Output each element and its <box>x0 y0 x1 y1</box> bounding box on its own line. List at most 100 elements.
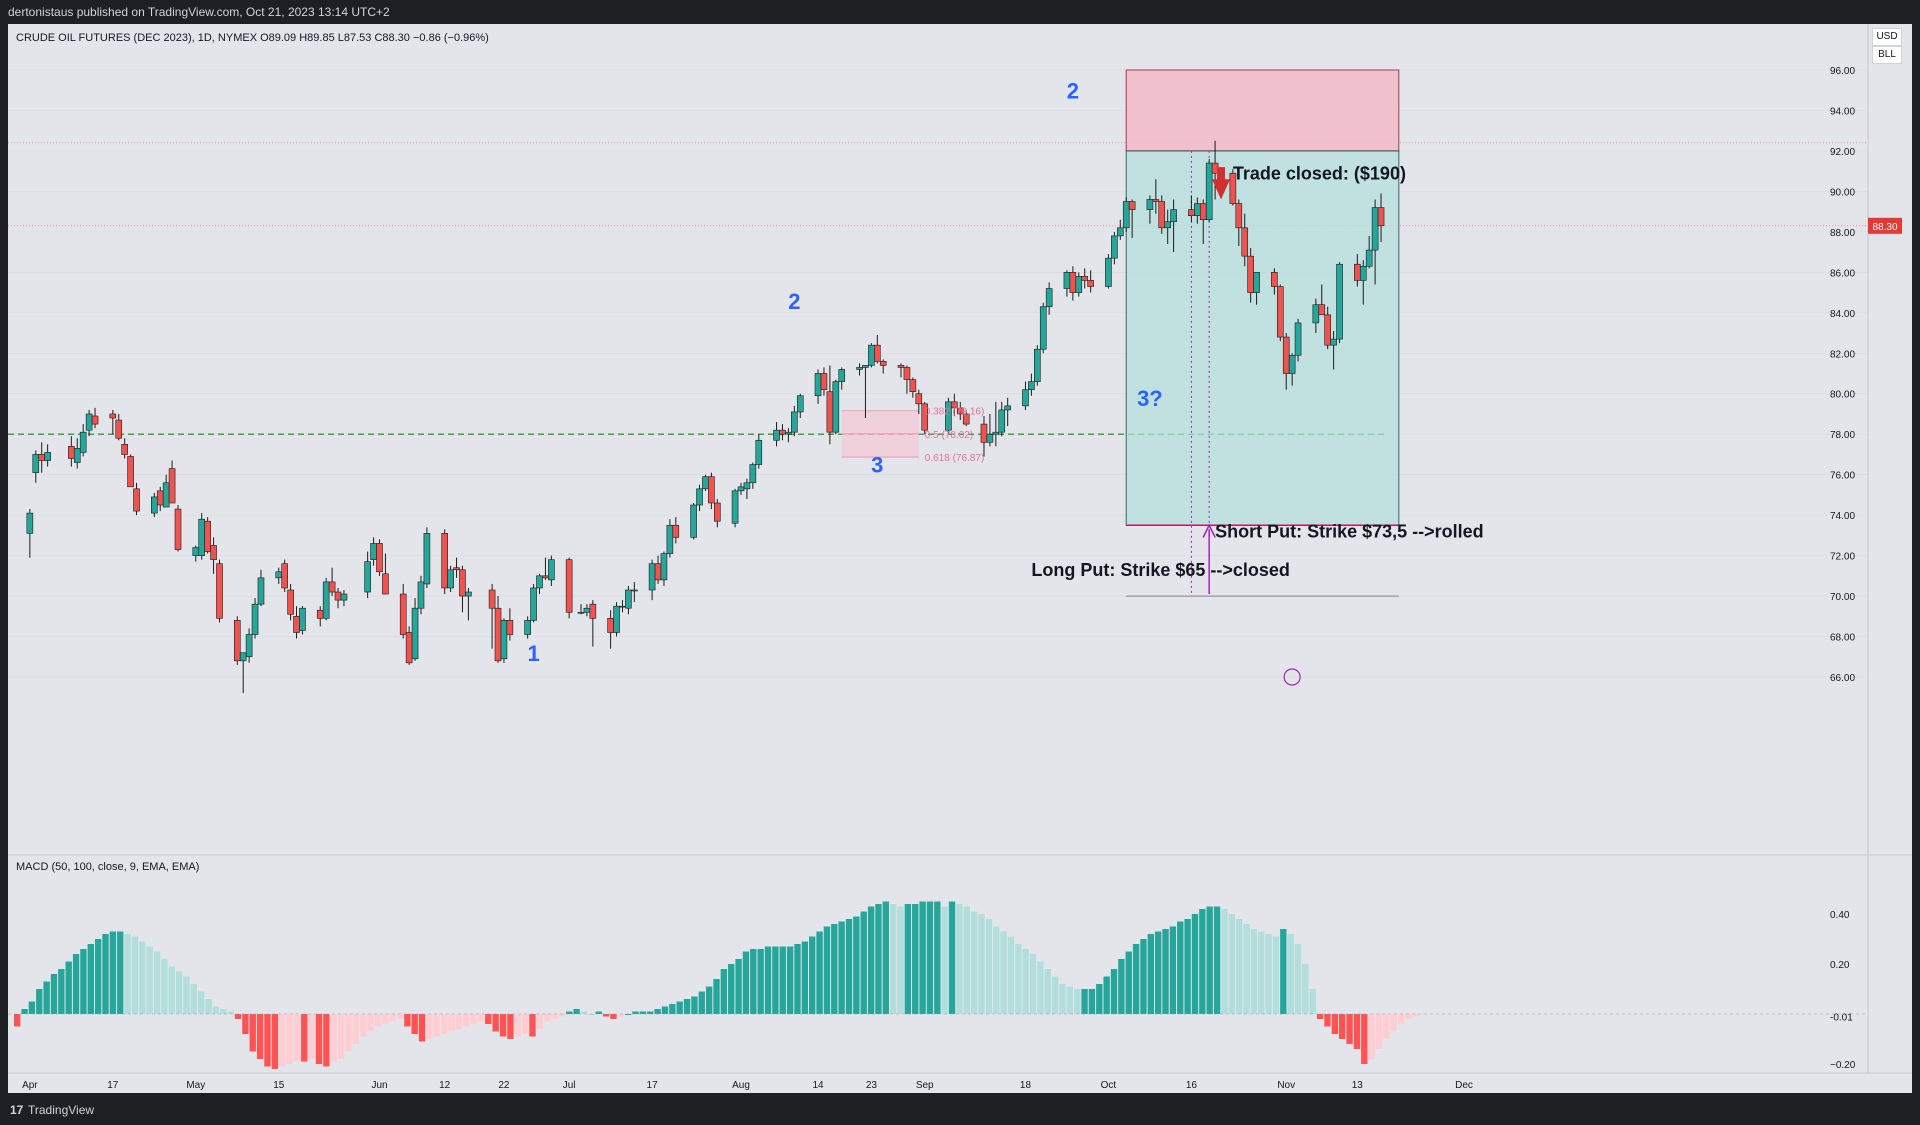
candle-body <box>1359 265 1367 281</box>
macd-histogram-bar <box>264 1014 271 1067</box>
macd-histogram-bar <box>897 906 904 1014</box>
macd-histogram-bar <box>330 1014 337 1062</box>
macd-histogram-bar <box>1272 936 1280 1014</box>
fib-level-label: 0.382 (79.16) <box>925 407 985 418</box>
candle-body <box>921 403 929 431</box>
price-tick-label: 84.00 <box>1830 309 1855 320</box>
macd-histogram-bar <box>632 1011 639 1014</box>
unit-text: BLL <box>1878 49 1896 60</box>
candle-body <box>548 559 555 581</box>
roll-arrow-head <box>1202 523 1216 538</box>
macd-histogram-bar <box>94 939 102 1014</box>
candle-body <box>696 488 703 506</box>
candle-body <box>162 482 170 508</box>
candle-body <box>915 393 923 405</box>
candle-body <box>708 476 715 504</box>
candle-body <box>1194 203 1201 216</box>
macd-histogram-bar <box>558 1014 566 1017</box>
candle-body <box>1205 162 1213 221</box>
wave-label: 3? <box>1137 386 1163 411</box>
macd-histogram-bar <box>1184 919 1191 1014</box>
candle-body <box>631 589 638 592</box>
macd-histogram-bar <box>985 919 993 1014</box>
candle-body <box>1294 322 1302 356</box>
candle-body <box>376 543 383 573</box>
macd-histogram-bar <box>124 934 131 1014</box>
candle-body <box>1022 389 1029 407</box>
macd-histogram-bar <box>418 1014 426 1042</box>
macd-histogram-bar <box>1074 989 1081 1014</box>
macd-histogram-bar <box>1243 924 1250 1014</box>
candle-body <box>791 411 798 433</box>
macd-histogram-bar <box>529 1014 536 1037</box>
candle-body <box>951 401 958 409</box>
macd-histogram-bar <box>978 914 985 1014</box>
publisher-text: dertonistaus published on TradingView.co… <box>8 5 390 19</box>
candle-body <box>1028 381 1035 390</box>
candle-body <box>405 632 413 664</box>
macd-histogram-bar <box>1405 1014 1412 1019</box>
candle-body <box>44 452 51 461</box>
unit-badge[interactable]: BLL <box>1872 46 1902 64</box>
candle-body <box>874 344 881 362</box>
candle-body <box>192 547 200 556</box>
macd-histogram-bar <box>220 1009 227 1014</box>
fib-level-label: 0.618 (76.87) <box>925 453 985 464</box>
macd-histogram-bar <box>963 906 970 1014</box>
macd-histogram-bar <box>669 1004 676 1014</box>
candle-body <box>447 569 454 589</box>
macd-histogram-bar <box>705 986 713 1014</box>
candle-body <box>962 413 970 425</box>
candle-body <box>506 620 514 635</box>
candlestick-chart[interactable]: 0.382 (79.16)0.5 (78.02)0.618 (76.87)123… <box>8 24 1912 1093</box>
macd-histogram-bar <box>463 1014 470 1027</box>
macd-histogram-bar <box>809 936 816 1014</box>
price-tick-label: 66.00 <box>1830 673 1855 684</box>
chart-area[interactable]: 0.382 (79.16) 0.5 (78.02) 0.618 (76.87) 1 2 3… <box>8 24 1912 1093</box>
macd-histogram-bar <box>904 904 912 1014</box>
macd-histogram-bar <box>205 999 212 1014</box>
candle-body <box>589 603 597 619</box>
macd-histogram-bar <box>1051 976 1059 1014</box>
candle-body <box>879 361 887 366</box>
macd-histogram-bar <box>1169 926 1177 1014</box>
macd-histogram-bar <box>1302 964 1309 1014</box>
macd-histogram-bar <box>168 966 175 1014</box>
candle-body <box>459 569 466 597</box>
price-tick-label: 96.00 <box>1830 66 1855 77</box>
candle-body <box>737 486 745 492</box>
alert-icon <box>1283 668 1301 686</box>
macd-histogram-bar <box>492 1014 499 1032</box>
price-tick-label: 72.00 <box>1830 552 1855 563</box>
short-put-label: Short Put: Strike $73,5 -->rolled <box>1215 521 1484 541</box>
macd-histogram-bar <box>499 1014 507 1037</box>
macd-histogram-bar <box>1383 1014 1390 1039</box>
candle-body <box>251 603 259 635</box>
macd-histogram-bar <box>735 959 742 1014</box>
macd-histogram-bar <box>1177 921 1184 1014</box>
candle-body <box>773 429 780 441</box>
macd-histogram-bar <box>1213 906 1221 1014</box>
currency-text: USD <box>1876 31 1898 42</box>
candle-body <box>660 553 668 581</box>
macd-histogram-bar <box>507 1014 514 1039</box>
macd-histogram-bar <box>794 944 801 1014</box>
macd-histogram-bar <box>1309 989 1316 1014</box>
candle-body <box>897 365 905 368</box>
macd-histogram-bar <box>286 1014 293 1064</box>
macd-histogram-bar <box>786 946 794 1014</box>
tradingview-brand: TradingView <box>28 1103 95 1117</box>
candle-body <box>494 607 502 662</box>
macd-histogram-bar <box>521 1014 529 1034</box>
currency-badge[interactable]: USD <box>1872 28 1902 46</box>
macd-histogram-bar <box>315 1014 323 1064</box>
last-price-badge <box>1868 217 1902 234</box>
macd-histogram-bar <box>860 911 867 1014</box>
time-tick-label: 22 <box>498 1080 510 1091</box>
time-tick-label: 18 <box>1020 1080 1032 1091</box>
candle-body <box>945 401 952 431</box>
macd-histogram-bar <box>1199 909 1206 1014</box>
candle-body <box>666 524 674 554</box>
instrument-label: CRUDE OIL FUTURES (DEC 2023), 1D, NYMEX … <box>16 32 489 44</box>
macd-histogram-bar <box>1346 1014 1353 1044</box>
